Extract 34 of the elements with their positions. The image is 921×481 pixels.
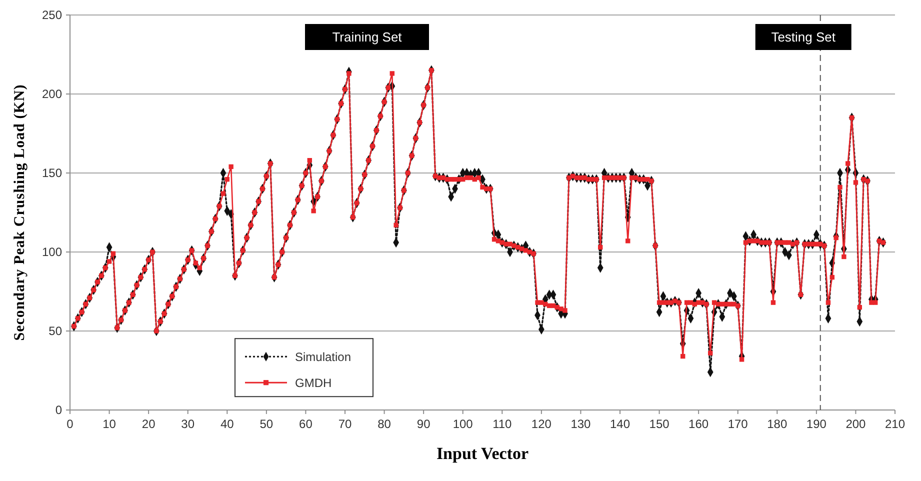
- x-tick-label: 200: [846, 417, 866, 431]
- annotation: Training Set: [332, 30, 402, 45]
- y-tick-label: 150: [42, 166, 62, 180]
- x-tick-label: 170: [728, 417, 748, 431]
- x-tick-label: 70: [338, 417, 352, 431]
- x-tick-label: 130: [570, 417, 592, 431]
- x-tick-label: 210: [884, 417, 906, 431]
- x-tick-label: 90: [416, 417, 431, 431]
- x-tick-label: 20: [142, 417, 156, 431]
- y-axis-title: Secondary Peak Crushing Load (KN): [12, 84, 28, 341]
- y-tick-label: 0: [55, 403, 62, 418]
- y-tick-label: 100: [42, 245, 62, 260]
- x-tick-label: 100: [452, 417, 474, 431]
- x-tick-label: 60: [299, 417, 313, 431]
- x-tick-label: 40: [220, 417, 234, 431]
- x-tick-label: 10: [102, 417, 116, 431]
- legend-label: Simulation: [295, 350, 352, 364]
- x-tick-label: 160: [688, 417, 709, 431]
- y-tick-label: 200: [42, 87, 62, 102]
- y-tick-label: 50: [48, 324, 62, 338]
- legend-label: GMDH: [295, 376, 332, 390]
- x-tick-label: 0: [66, 417, 74, 431]
- x-tick-label: 180: [767, 417, 788, 431]
- x-axis-title: Input Vector: [436, 444, 529, 463]
- x-tick-label: 140: [610, 417, 630, 431]
- x-tick-label: 190: [806, 417, 827, 431]
- x-tick-label: 150: [649, 417, 670, 431]
- ref-line-label: Testing Set: [771, 30, 836, 45]
- x-tick-label: 50: [260, 417, 274, 431]
- x-tick-label: 120: [531, 417, 552, 431]
- y-tick-label: 250: [42, 8, 62, 22]
- x-tick-label: 110: [492, 417, 512, 431]
- x-tick-label: 80: [378, 417, 392, 431]
- x-tick-label: 30: [181, 417, 195, 431]
